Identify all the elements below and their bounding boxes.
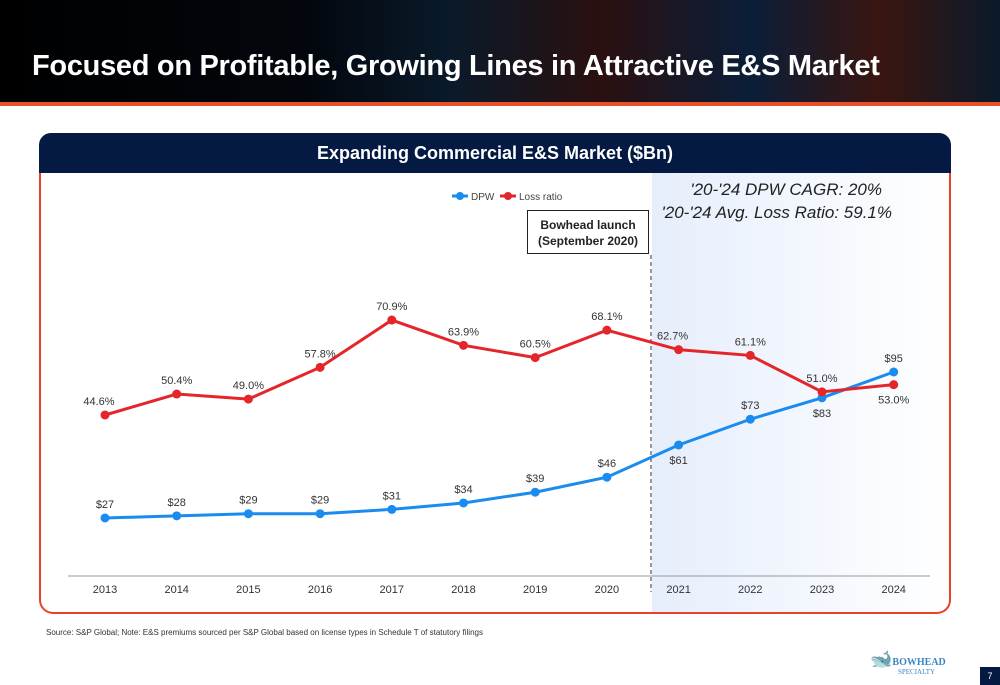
data-point [817,387,827,397]
launch-label: Bowhead launch [540,218,636,232]
data-label: $83 [813,408,831,420]
data-label: 49.0% [233,380,264,392]
data-label: 61.1% [735,336,766,348]
chart-title: Expanding Commercial E&S Market ($Bn) [39,133,951,173]
header-accent-bar [0,102,1000,106]
data-point [243,394,253,404]
data-point [315,509,325,519]
data-point [530,353,540,363]
launch-date: (September 2020) [537,234,639,248]
data-label: $27 [96,499,114,511]
chart-card [39,133,951,614]
data-point [602,325,612,335]
x-tick-label: 2015 [236,584,260,596]
data-label: $34 [454,484,472,496]
data-label: 60.5% [520,339,551,351]
data-point [459,340,468,350]
data-point [100,410,110,420]
x-tick-label: 2021 [666,584,690,596]
data-point [243,509,253,519]
data-label: $61 [669,455,687,467]
data-label: 44.6% [83,396,114,408]
legend-marker [456,192,464,200]
bowhead-logo: 🐋BOWHEAD SPECIALTY [870,649,946,676]
data-point [889,367,899,377]
data-point [387,504,397,514]
data-label: $39 [526,473,544,485]
data-label: 57.8% [304,348,335,360]
x-tick-label: 2023 [810,584,834,596]
series-line-dpw [104,370,895,520]
x-tick-label: 2024 [881,584,905,596]
data-point [889,380,899,390]
page-title: Focused on Profitable, Growing Lines in … [32,50,880,82]
source-note: Source: S&P Global; Note: E&S premiums s… [46,628,483,637]
legend-marker [504,192,512,200]
x-tick-label: 2016 [308,584,332,596]
data-label: 51.0% [806,373,837,385]
data-point [387,315,397,325]
data-point [745,350,755,360]
data-label: 68.1% [591,311,622,323]
forecast-shade [652,173,949,612]
data-label: $73 [741,400,759,412]
data-point [530,487,540,497]
data-label: 50.4% [161,375,192,387]
data-point [315,362,325,372]
data-label: $29 [239,495,257,507]
x-tick-label: 2018 [451,584,475,596]
legend-label: Loss ratio [519,192,563,203]
x-tick-label: 2020 [595,584,619,596]
data-label: $29 [311,495,329,507]
cagr-callout: '20-'24 DPW CAGR: 20% [690,180,882,199]
data-point [172,389,182,399]
data-point [745,414,755,424]
data-label: 62.7% [657,331,688,343]
header-banner [0,0,1000,106]
data-label: $95 [885,353,903,365]
data-point [674,345,684,355]
data-point [100,513,110,523]
data-label: 53.0% [878,395,909,407]
data-point [459,498,468,508]
x-tick-label: 2013 [93,584,117,596]
page-number: 7 [980,667,1000,685]
data-label: $31 [383,490,401,502]
data-label: 63.9% [448,326,479,338]
data-point [172,511,182,521]
x-tick-label: 2014 [164,584,188,596]
data-point [674,440,684,450]
series-line-loss-ratio [104,318,894,417]
x-tick-label: 2022 [738,584,762,596]
x-tick-label: 2017 [380,584,404,596]
data-point [602,472,612,482]
x-tick-label: 2019 [523,584,547,596]
data-label: $46 [598,458,616,470]
data-label: 70.9% [376,301,407,313]
data-label: $28 [168,497,186,509]
loss-ratio-callout: '20-'24 Avg. Loss Ratio: 59.1% [661,203,892,222]
legend-label: DPW [471,192,495,203]
launch-annotation: Bowhead launch (September 2020) [527,210,649,254]
